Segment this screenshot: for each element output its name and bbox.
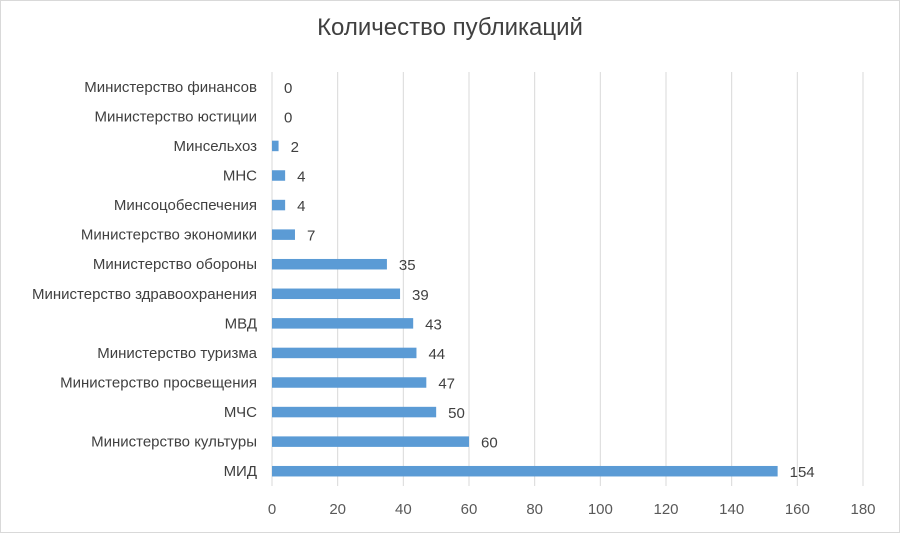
- bar: [272, 288, 401, 300]
- data-label: 47: [438, 376, 455, 393]
- bar: [272, 406, 437, 418]
- category-label: Министерство здравоохранения: [32, 286, 257, 303]
- data-label: 50: [448, 405, 465, 422]
- x-tick-label: 120: [653, 501, 678, 518]
- data-label: 4: [297, 169, 305, 186]
- bar: [272, 436, 469, 447]
- data-label: 0: [284, 109, 292, 126]
- x-tick-label: 140: [719, 501, 744, 518]
- x-tick-label: 180: [850, 501, 875, 518]
- bar: [272, 347, 417, 359]
- bar: [272, 229, 295, 240]
- x-tick-label: 60: [461, 501, 478, 518]
- category-label: Министерство финансов: [84, 79, 257, 96]
- x-tick-label: 0: [268, 501, 276, 518]
- data-label: 43: [425, 316, 442, 333]
- x-tick-label: 20: [329, 501, 346, 518]
- category-label: Министерство обороны: [93, 256, 257, 273]
- x-tick-label: 100: [588, 501, 613, 518]
- data-label: 2: [291, 139, 299, 156]
- x-tick-label: 40: [395, 501, 412, 518]
- category-label: Минсельхоз: [174, 138, 258, 155]
- bar: [272, 258, 387, 270]
- data-label: 154: [790, 464, 815, 481]
- data-label: 4: [297, 198, 305, 215]
- x-tick-label: 160: [785, 501, 810, 518]
- category-label: Министерство туризма: [97, 345, 257, 362]
- category-label: Министерство юстиции: [95, 108, 257, 125]
- bar: [272, 465, 778, 477]
- bar: [272, 199, 286, 211]
- category-label: МЧС: [224, 404, 257, 421]
- data-label: 35: [399, 257, 416, 274]
- bar: [272, 318, 414, 329]
- category-label: Минсоцобеспечения: [114, 197, 257, 214]
- bar: [272, 170, 286, 181]
- category-label: Министерство экономики: [81, 227, 257, 244]
- category-label: МНС: [223, 168, 257, 185]
- category-label: Министерство культуры: [91, 434, 257, 451]
- bar: [272, 377, 427, 388]
- data-label: 0: [284, 80, 292, 97]
- data-label: 39: [412, 287, 429, 304]
- category-label: МВД: [225, 315, 257, 332]
- x-tick-label: 80: [526, 501, 543, 518]
- data-label: 7: [307, 228, 315, 245]
- category-label: МИД: [224, 463, 257, 480]
- data-label: 44: [428, 346, 445, 363]
- bar: [272, 140, 279, 152]
- chart-title: Количество публикаций: [317, 14, 583, 41]
- data-label: 60: [481, 435, 498, 452]
- category-label: Министерство просвещения: [60, 375, 257, 392]
